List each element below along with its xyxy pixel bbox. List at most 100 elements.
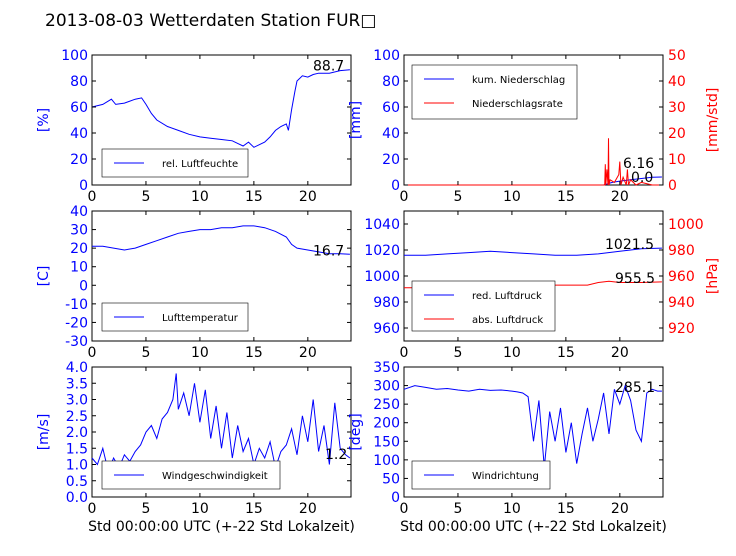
y-tick-label: 20 bbox=[70, 241, 88, 257]
x-tick-label: 0 bbox=[400, 189, 409, 205]
x-tick-label: 20 bbox=[299, 345, 317, 361]
legend: kum. Niederschlag Niederschlagsrate bbox=[411, 64, 578, 120]
legend-box bbox=[411, 64, 578, 120]
x-tick-label: 0 bbox=[400, 345, 409, 361]
y2-tick-label: 980 bbox=[668, 243, 695, 259]
y2-tick-label: 20 bbox=[668, 126, 686, 142]
legend-box bbox=[101, 148, 249, 178]
value-annotation: 955.5 bbox=[615, 271, 655, 287]
series-line-0 bbox=[92, 225, 350, 255]
y2-tick-label: 10 bbox=[668, 152, 686, 168]
x-tick-label: 15 bbox=[245, 345, 263, 361]
x-tick-label: 10 bbox=[191, 501, 209, 517]
legend-box bbox=[411, 280, 556, 332]
subplot-pressure: 0 5 10 15 20 960 980 1000 1020 1040 920 940 960 980 10… bbox=[364, 210, 721, 361]
x-tick-label: 20 bbox=[299, 501, 317, 517]
x-tick-label: 10 bbox=[191, 189, 209, 205]
y-tick-label: 40 bbox=[70, 126, 88, 142]
y-axis-label: [C] bbox=[36, 266, 52, 287]
y-tick-label: 10 bbox=[70, 260, 88, 276]
x-tick-label: 20 bbox=[299, 189, 317, 205]
y-axis-label: [m/s] bbox=[36, 414, 52, 451]
value-annotation: 16.7 bbox=[313, 243, 344, 259]
x-tick-label: 15 bbox=[245, 189, 263, 205]
series-line-1 bbox=[404, 138, 662, 186]
y2-tick-label: 30 bbox=[668, 100, 686, 116]
y2-tick-label: 920 bbox=[668, 321, 695, 337]
y-tick-label: 100 bbox=[373, 453, 400, 469]
x-tick-label: 10 bbox=[191, 345, 209, 361]
x-tick-label: 5 bbox=[453, 189, 462, 205]
y-tick-label: 30 bbox=[70, 223, 88, 239]
y-tick-label: 1.0 bbox=[66, 458, 88, 474]
y-tick-label: 0 bbox=[79, 178, 88, 194]
series-line-0 bbox=[404, 247, 662, 256]
y-axis-label: [deg] bbox=[348, 413, 364, 450]
y-tick-label: 100 bbox=[61, 48, 88, 64]
legend: Lufttemperatur bbox=[101, 302, 249, 332]
y-tick-label: 80 bbox=[382, 74, 400, 90]
x-axis-label: Std 00:00:00 UTC (+-22 Std Lokalzeit) bbox=[88, 519, 355, 535]
y-tick-label: 100 bbox=[373, 48, 400, 64]
x-axis-label: Std 00:00:00 UTC (+-22 Std Lokalzeit) bbox=[400, 519, 667, 535]
series-line-0 bbox=[91, 69, 350, 148]
y2-axis-label: [mm/std] bbox=[705, 88, 721, 153]
y-axis-label: [%] bbox=[36, 108, 52, 132]
y-tick-label: 60 bbox=[70, 100, 88, 116]
x-tick-label: 15 bbox=[557, 345, 575, 361]
value-annotation: 1.2 bbox=[325, 447, 347, 463]
y-tick-label: -30 bbox=[65, 334, 88, 350]
y-tick-label: 200 bbox=[373, 416, 400, 432]
y-tick-label: 150 bbox=[373, 434, 400, 450]
legend: Windrichtung bbox=[411, 460, 551, 490]
legend-label: Lufttemperatur bbox=[162, 313, 239, 324]
x-tick-label: 10 bbox=[503, 189, 521, 205]
y-tick-label: 0 bbox=[79, 278, 88, 294]
y-tick-label: 350 bbox=[373, 360, 400, 376]
series-line-0 bbox=[403, 383, 662, 468]
y-tick-label: 980 bbox=[373, 295, 400, 311]
x-tick-label: 0 bbox=[400, 501, 409, 517]
value-annotation: 6.16 bbox=[623, 156, 654, 172]
legend-label: Windgeschwindigkeit bbox=[162, 471, 268, 482]
legend-label: kum. Niederschlag bbox=[472, 75, 565, 86]
value-annotation: 88.7 bbox=[313, 59, 344, 75]
y-tick-label: 960 bbox=[373, 321, 400, 337]
y2-tick-label: 40 bbox=[668, 74, 686, 90]
y-tick-label: 40 bbox=[70, 204, 88, 220]
subplot-humidity: 0 5 10 15 20 0 20 40 60 80 100 [%] rel. Luftfeuchte 8… bbox=[36, 48, 352, 205]
y-tick-label: 3.0 bbox=[66, 393, 88, 409]
x-tick-label: 20 bbox=[611, 189, 629, 205]
value-annotation: 285.1 bbox=[615, 380, 655, 396]
y-tick-label: 2.5 bbox=[66, 409, 88, 425]
y2-tick-label: 1000 bbox=[668, 217, 704, 233]
legend-label: Windrichtung bbox=[472, 471, 539, 482]
y-tick-label: 20 bbox=[382, 152, 400, 168]
y-tick-label: 0 bbox=[391, 178, 400, 194]
x-tick-label: 15 bbox=[245, 501, 263, 517]
x-tick-label: 0 bbox=[88, 189, 97, 205]
y-axis-label: [mm] bbox=[348, 101, 364, 139]
figure-title: 2013-08-03 Wetterdaten Station FUR□ bbox=[45, 11, 376, 31]
x-tick-label: 10 bbox=[503, 345, 521, 361]
subplot-wind_speed: 0 5 10 15 20 0.00.51.01.52.02.53.03.54.0 [m/s]… bbox=[36, 360, 355, 535]
y2-tick-label: 50 bbox=[668, 48, 686, 64]
value-annotation: 0.0 bbox=[631, 170, 653, 186]
x-tick-label: 0 bbox=[88, 501, 97, 517]
y-tick-label: 50 bbox=[382, 471, 400, 487]
y2-tick-label: 0 bbox=[668, 178, 677, 194]
legend-label: rel. Luftfeuchte bbox=[162, 159, 238, 170]
x-tick-label: 15 bbox=[557, 189, 575, 205]
y2-tick-label: 960 bbox=[668, 269, 695, 285]
y-tick-label: 4.0 bbox=[66, 360, 88, 376]
y-tick-label: 20 bbox=[70, 152, 88, 168]
x-tick-label: 0 bbox=[88, 345, 97, 361]
x-tick-label: 5 bbox=[453, 501, 462, 517]
legend-label: abs. Luftdruck bbox=[472, 315, 543, 326]
subplot-temperature: 0 5 10 15 20 -30 -20 -10 0 10 20 30 40 [C] Lufttempera… bbox=[36, 204, 352, 361]
y-tick-label: 40 bbox=[382, 126, 400, 142]
x-tick-label: 20 bbox=[611, 501, 629, 517]
y-tick-label: 1.5 bbox=[66, 441, 88, 457]
